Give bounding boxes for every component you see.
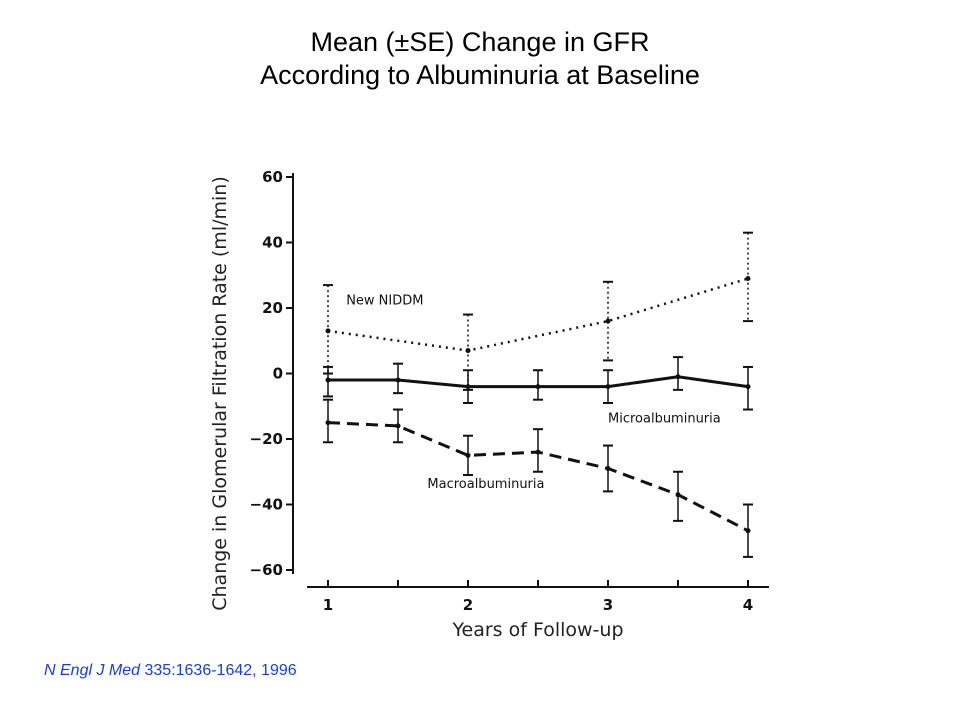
x-tick-label: 3 [603, 596, 613, 614]
x-tick-label: 2 [463, 596, 473, 614]
series-label: Macroalbuminuria [427, 477, 544, 492]
data-point [465, 452, 471, 458]
data-point [675, 374, 681, 380]
data-point [395, 423, 401, 429]
citation-journal: N Engl J Med [44, 662, 141, 679]
series-macroalbuminuria [323, 398, 753, 558]
data-point [605, 384, 611, 390]
data-point [745, 528, 751, 534]
y-tick-label: −40 [250, 496, 283, 514]
y-tick-label: 40 [262, 234, 283, 252]
data-point [325, 377, 331, 383]
chart-axes: 60 40 20 0 −20 −40 −60 1 2 3 4 Years of Follow-up Ch… [209, 168, 769, 641]
y-tick-label: 0 [273, 365, 283, 383]
data-point [395, 377, 401, 383]
data-point [465, 348, 471, 354]
citation: N Engl J Med 335:1636-1642, 1996 [44, 662, 297, 680]
data-point [605, 465, 611, 471]
data-point [745, 276, 751, 282]
citation-reference: 335:1636-1642, 1996 [140, 662, 297, 679]
series-microalbuminuria [323, 356, 753, 411]
series-new-niddm [323, 231, 753, 391]
x-tick-label: 1 [323, 596, 333, 614]
series-label: New NIDDM [346, 294, 423, 309]
y-axis-label: Change in Glomerular Filtration Rate (ml… [209, 176, 231, 611]
series-line [327, 277, 749, 352]
x-tick-label: 4 [743, 596, 753, 614]
chart-series [323, 231, 753, 558]
series-label: Microalbuminuria [608, 412, 721, 427]
data-point [535, 384, 541, 390]
y-tick-label: 60 [262, 168, 283, 186]
data-point [535, 449, 541, 455]
data-point [325, 328, 331, 334]
y-tick-label: −60 [250, 561, 283, 579]
chart-title-line2: According to Albuminuria at Baseline [260, 60, 700, 90]
y-tick-label: 20 [262, 299, 283, 317]
chart-title: Mean (±SE) Change in GFR According to Al… [0, 26, 960, 92]
y-tick-label: −20 [250, 430, 283, 448]
data-point [675, 492, 681, 498]
data-point [465, 384, 471, 390]
chart-labels: New NIDDM Microalbuminuria Macroalbuminuri… [346, 294, 721, 492]
data-point [745, 384, 751, 390]
x-axis-label: Years of Follow-up [451, 619, 623, 641]
chart-title-line1: Mean (±SE) Change in GFR [310, 27, 650, 57]
data-point [325, 420, 331, 426]
data-point [605, 318, 611, 324]
